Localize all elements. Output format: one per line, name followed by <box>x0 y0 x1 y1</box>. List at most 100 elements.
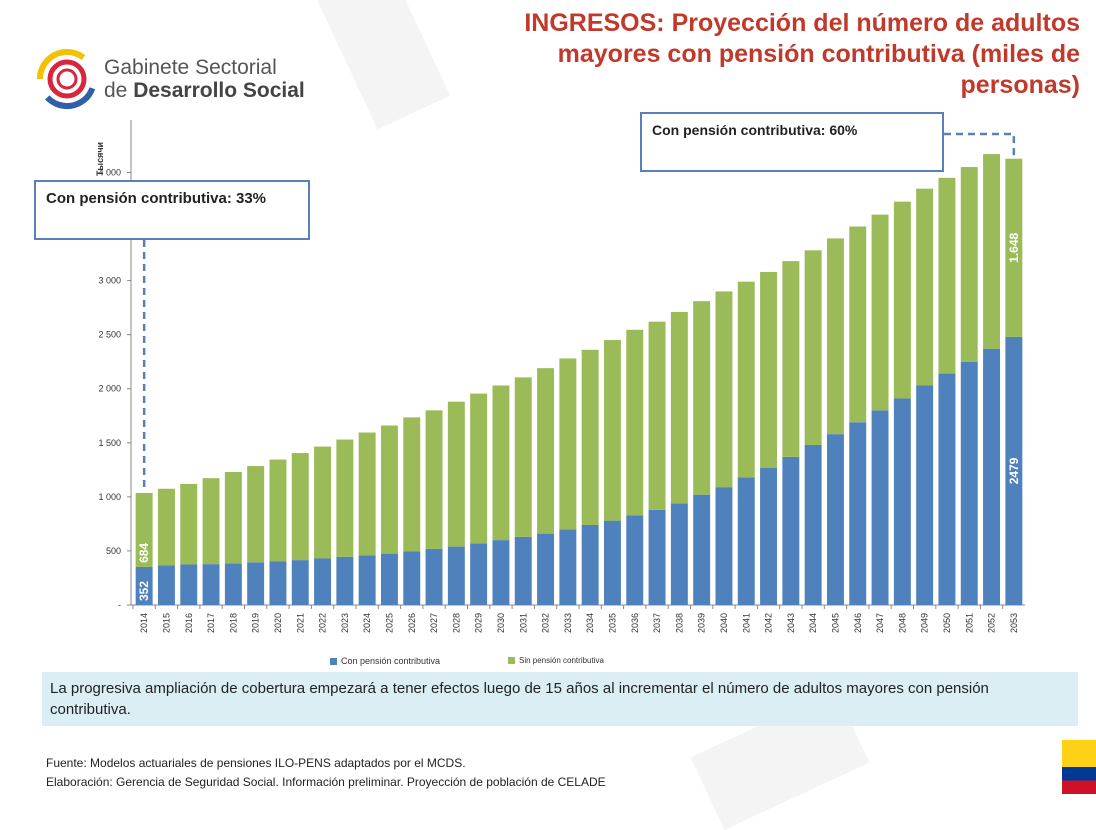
bar-sin-2038 <box>670 311 688 504</box>
bar-con-2030 <box>492 540 510 605</box>
bar-con-2020 <box>269 561 287 605</box>
logo-line2-b: Desarrollo Social <box>133 79 305 102</box>
bar-con-2028 <box>447 546 465 605</box>
bar-sin-2051 <box>960 167 978 362</box>
legend-swatch-con <box>330 658 337 666</box>
bar-sin-2048 <box>893 201 911 399</box>
logo: Gabinete Sectorial de Desarrollo Social <box>36 48 316 118</box>
bar-con-2022 <box>314 558 332 605</box>
data-label-2014-s1: 684 <box>137 543 151 563</box>
bar-con-2053 <box>1005 336 1023 605</box>
bar-sin-2015 <box>157 488 175 566</box>
bar-sin-2029 <box>470 393 488 544</box>
bar-con-2018 <box>224 563 242 605</box>
bar-sin-2014 <box>135 492 153 567</box>
x-tick-label: 2049 <box>920 613 930 633</box>
legend-label-sin: Sin pensión contributiva <box>519 656 604 665</box>
slide-title: INGRESOS: Proyección del número de adult… <box>460 8 1080 101</box>
x-tick-label: 2033 <box>563 613 573 633</box>
x-tick-label: 2030 <box>496 613 506 633</box>
callout-2014-text: Con pensión contributiva: 33% <box>46 190 267 207</box>
bar-con-2052 <box>983 348 1001 605</box>
bar-sin-2052 <box>983 154 1001 349</box>
x-tick-label: 2015 <box>161 613 171 633</box>
x-tick-label: 2051 <box>964 613 974 633</box>
x-tick-label: 2040 <box>719 613 729 633</box>
bar-con-2029 <box>470 543 488 605</box>
x-tick-label: 2029 <box>474 613 484 633</box>
bar-sin-2044 <box>804 250 822 445</box>
source-line-2: Elaboración: Gerencia de Seguridad Socia… <box>46 775 606 789</box>
colombia-flag-icon <box>1062 740 1096 794</box>
bar-con-2017 <box>202 564 220 605</box>
source-line-1: Fuente: Modelos actuariales de pensiones… <box>46 756 466 770</box>
source-block: Fuente: Modelos actuariales de pensiones… <box>46 754 606 792</box>
bar-sin-2017 <box>202 478 220 565</box>
x-tick-label: 2039 <box>697 613 707 633</box>
x-tick-label: 2047 <box>875 613 885 633</box>
bar-con-2046 <box>849 422 867 605</box>
bar-sin-2047 <box>871 214 889 411</box>
bar-sin-2016 <box>180 483 198 565</box>
x-tick-label: 2022 <box>318 613 328 633</box>
bar-sin-2041 <box>737 281 755 478</box>
data-label-2053-s1: 1.648 <box>1007 232 1021 262</box>
x-tick-label: 2048 <box>897 613 907 633</box>
y-tick-label: 500 <box>106 546 121 556</box>
bar-sin-2039 <box>693 301 711 495</box>
x-tick-label: 2016 <box>184 613 194 633</box>
bar-con-2045 <box>826 434 844 605</box>
y-axis-label: Тысячи <box>95 142 105 176</box>
x-tick-label: 2042 <box>764 613 774 633</box>
bar-con-2026 <box>403 551 421 605</box>
logo-emblem-icon <box>37 49 97 109</box>
x-tick-label: 2027 <box>429 613 439 633</box>
x-tick-label: 2034 <box>585 613 595 633</box>
y-tick-label: 4 000 <box>98 167 121 177</box>
x-tick-label: 2037 <box>652 613 662 633</box>
bar-con-2021 <box>291 560 309 605</box>
bar-sin-2043 <box>782 261 800 457</box>
bar-sin-2040 <box>715 291 733 488</box>
bar-sin-2022 <box>314 446 332 559</box>
bar-con-2044 <box>804 444 822 605</box>
note-box: La progresiva ampliación de cobertura em… <box>42 672 1078 726</box>
x-tick-label: 2031 <box>518 613 528 633</box>
x-tick-label: 2044 <box>808 613 818 633</box>
x-tick-label: 2026 <box>407 613 417 633</box>
x-tick-label: 2019 <box>251 613 261 633</box>
x-tick-label: 2014 <box>139 613 149 633</box>
bar-con-2025 <box>380 553 398 605</box>
x-tick-label: 2036 <box>630 613 640 633</box>
x-tick-label: 2046 <box>853 613 863 633</box>
bar-sin-2053 <box>1005 158 1023 337</box>
x-tick-label: 2043 <box>786 613 796 633</box>
bar-con-2038 <box>670 503 688 605</box>
bar-sin-2021 <box>291 453 309 561</box>
logo-line2-a: de <box>104 79 134 102</box>
data-label-2053-s0: 2479 <box>1007 457 1021 484</box>
bar-sin-2035 <box>603 340 621 521</box>
bar-con-2015 <box>157 565 175 605</box>
y-tick-label: 2 000 <box>98 384 121 394</box>
x-tick-label: 2028 <box>451 613 461 633</box>
x-tick-label: 2052 <box>987 613 997 633</box>
bar-con-2023 <box>336 556 354 605</box>
bar-sin-2050 <box>938 177 956 374</box>
bar-con-2016 <box>180 564 198 605</box>
bar-con-2027 <box>425 548 443 605</box>
legend-item-sin: Sin pensión contributiva <box>508 656 604 665</box>
bar-sin-2045 <box>826 238 844 435</box>
logo-text: Gabinete Sectorial de Desarrollo Social <box>104 56 305 102</box>
bar-sin-2031 <box>514 377 532 537</box>
title-prefix: INGRESOS: <box>524 9 665 37</box>
bar-con-2019 <box>247 562 265 605</box>
title-rest: Proyección del número de adultos mayores… <box>557 9 1080 99</box>
callout-2053-connector <box>944 132 1016 157</box>
x-tick-label: 2050 <box>942 613 952 633</box>
bar-chart: - 500 1 000 1 500 2 000 2 500 3 000 4 000Тысячи… <box>95 120 1025 633</box>
bar-sin-2023 <box>336 439 354 557</box>
bar-sin-2026 <box>403 417 421 552</box>
callout-2053: Con pensión contributiva: 60% <box>640 112 944 172</box>
bar-con-2014 <box>135 566 153 605</box>
